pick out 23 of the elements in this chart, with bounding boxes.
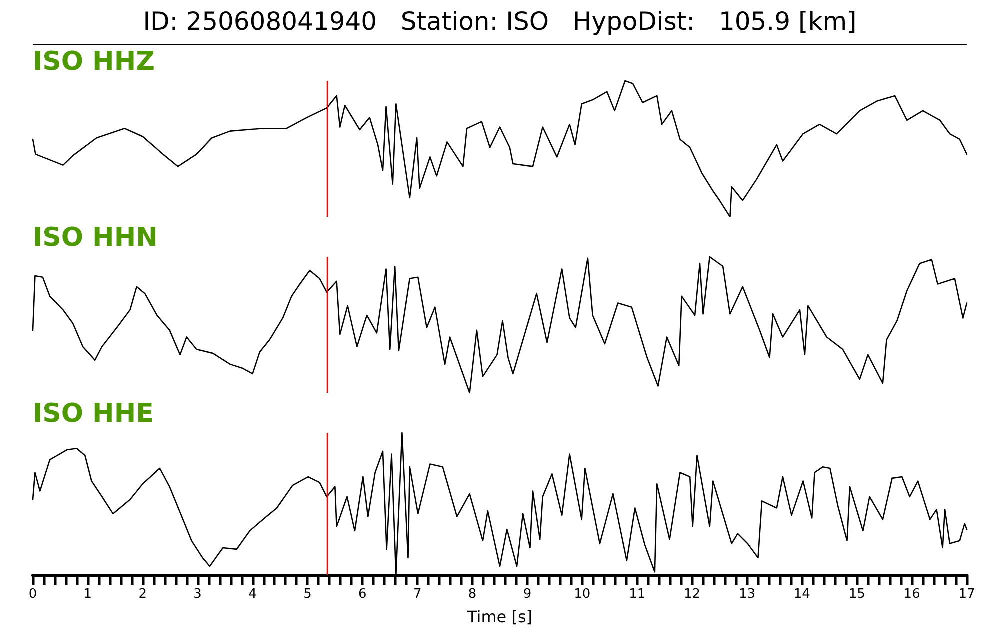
x-tick-label: 17 — [958, 587, 976, 602]
x-tick-label: 16 — [904, 587, 920, 602]
text: ISO HHN — [33, 223, 158, 253]
x-tick-label: 14 — [794, 587, 810, 602]
x-tick-label: 2 — [138, 587, 148, 602]
x-tick-label: 5 — [304, 587, 312, 602]
chart-title: ID: 250608041940 Station: ISO HypoDist: 105.9 [km] — [33, 0, 967, 45]
x-tick-label: 11 — [629, 587, 646, 602]
x-axis-title: Time [s] — [466, 608, 533, 626]
x-tick-label: 12 — [684, 587, 701, 602]
x-tick-label: 7 — [413, 587, 422, 602]
text: ISO HHE — [33, 399, 154, 429]
x-tick-label: 3 — [194, 587, 202, 602]
x-tick-label: 4 — [248, 587, 257, 602]
x-tick-label: 10 — [574, 587, 591, 602]
x-tick-label: 15 — [848, 587, 866, 602]
x-tick-label: 0 — [28, 587, 38, 602]
text: ISO HHZ — [33, 47, 155, 77]
x-tick-label: 13 — [738, 587, 756, 602]
x-tick-label: 9 — [523, 587, 532, 602]
x-tick-label: 8 — [468, 587, 477, 602]
x-tick-label: 1 — [84, 587, 92, 602]
x-tick-label: 6 — [358, 587, 367, 602]
